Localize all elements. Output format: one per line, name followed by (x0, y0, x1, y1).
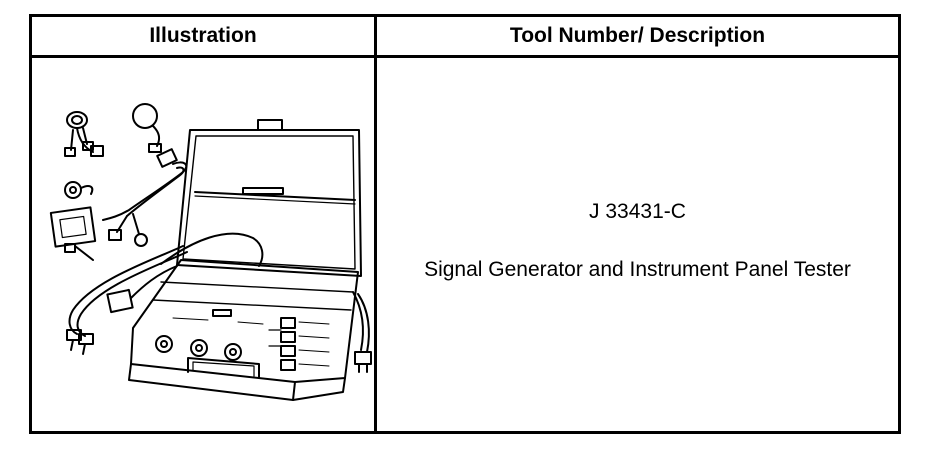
tool-table: Illustration Tool Number/ Description (29, 14, 901, 434)
description-cell: J 33431-C Signal Generator and Instrumen… (377, 58, 898, 431)
signal-generator-case-illustration (49, 102, 372, 401)
illustration-cell (32, 58, 377, 431)
tool-description: Signal Generator and Instrument Panel Te… (424, 257, 851, 281)
header-tool-description: Tool Number/ Description (377, 17, 898, 58)
tool-number: J 33431-C (589, 199, 686, 223)
header-illustration: Illustration (32, 17, 377, 58)
